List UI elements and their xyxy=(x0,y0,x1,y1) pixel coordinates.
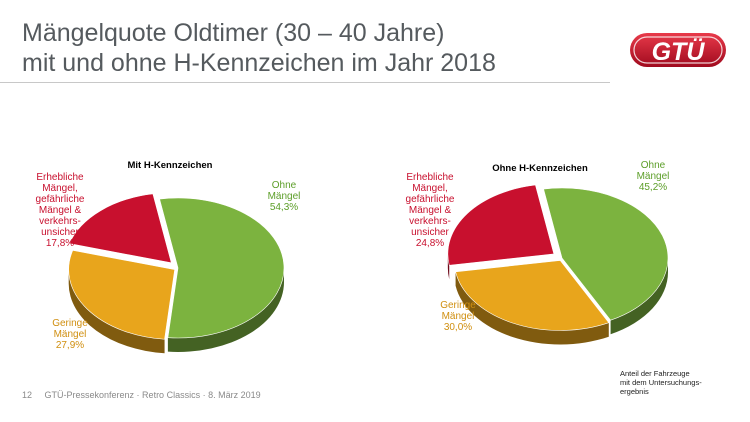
pie-tops xyxy=(447,184,669,331)
pie-slice-geringe xyxy=(68,250,176,340)
pie-slice-ohne xyxy=(159,197,285,339)
slice-label-geringe: Geringe Mängel 27,9% xyxy=(52,318,88,351)
note-line-3: ergebnis xyxy=(620,387,649,396)
slice-label-erheblich: Erhebliche Mängel, gefährliche Mängel & verk… xyxy=(36,172,85,249)
slice-label-geringe: Geringe Mängel 30,0% xyxy=(440,300,476,333)
slice-label-line: Mängel & xyxy=(39,205,82,216)
pie-side-geringe xyxy=(455,271,609,345)
slice-label-line: verkehrs- xyxy=(409,216,451,227)
pie-slice-erheblich xyxy=(68,193,172,264)
slice-label-line: 30,0% xyxy=(444,322,472,333)
slice-label-line: 45,2% xyxy=(639,182,667,193)
pie-tops xyxy=(68,193,285,340)
slice-label-line: 27,9% xyxy=(56,340,84,351)
slice-label-line: Mängel & xyxy=(409,205,452,216)
pie-side-ohne xyxy=(610,258,668,335)
page-number: 12 xyxy=(22,390,33,400)
slice-label-line: Ohne xyxy=(641,160,666,171)
chart-title: Ohne H-Kennzeichen xyxy=(492,163,588,174)
slice-label-line: Geringe xyxy=(52,318,88,329)
pie-chart-2: Ohne H-Kennzeichen Ohne Mängel 45,2%Geringe… xyxy=(406,160,670,345)
slice-label-line: Erhebliche xyxy=(36,172,84,183)
note-line-1: Anteil der Fahrzeuge xyxy=(620,369,690,378)
logo-text: GTÜ xyxy=(652,37,706,66)
pie-slice-erheblich xyxy=(447,184,555,266)
chart-title: Mit H-Kennzeichen xyxy=(128,160,213,171)
slice-label-ohne: Ohne Mängel 54,3% xyxy=(268,180,301,213)
slice-label-line: verkehrs- xyxy=(39,216,81,227)
slice-label-line: Mängel, xyxy=(42,183,78,194)
slice-label-line: Mängel xyxy=(268,191,301,202)
slice-label-ohne: Ohne Mängel 45,2% xyxy=(637,160,670,193)
slice-label-erheblich: Erhebliche Mängel, gefährliche Mängel & verk… xyxy=(406,172,455,249)
page-title-line-1: Mängelquote Oldtimer (30 – 40 Jahre) xyxy=(22,19,445,47)
slice-label-line: gefährliche xyxy=(36,194,85,205)
pie-depth xyxy=(68,268,284,354)
slice-label-line: Mängel xyxy=(54,329,87,340)
footer-event: GTÜ-Pressekonferenz · Retro Classics · 8… xyxy=(44,390,261,400)
pie-slice-ohne xyxy=(543,187,669,321)
slice-label-line: 54,3% xyxy=(270,202,298,213)
pie-side-ohne xyxy=(167,268,284,352)
slice-label-line: Mängel, xyxy=(412,183,448,194)
note-line-2: mit dem Untersuchungs- xyxy=(620,378,702,387)
title-divider xyxy=(0,82,610,83)
pie-side-geringe xyxy=(68,269,165,354)
footer: 12 GTÜ-Pressekonferenz · Retro Classics … xyxy=(22,390,271,400)
slice-label-line: unsicher xyxy=(411,227,449,238)
title-block: Mängelquote Oldtimer (30 – 40 Jahre) mit… xyxy=(22,18,496,78)
slice-label-line: Erhebliche xyxy=(406,172,454,183)
gtue-logo: GTÜ xyxy=(630,33,726,67)
slice-label-line: 24,8% xyxy=(416,238,444,249)
slice-label-line: unsicher xyxy=(41,227,79,238)
pie-slice-geringe xyxy=(455,260,610,331)
logo-badge-ring xyxy=(633,36,723,64)
slice-label-line: Mängel xyxy=(637,171,670,182)
slice-label-line: Ohne xyxy=(272,180,297,191)
slice-label-line: Geringe xyxy=(440,300,476,311)
legend-note: Anteil der Fahrzeuge mit dem Untersuchun… xyxy=(620,369,735,396)
slice-label-line: Mängel xyxy=(442,311,475,322)
slice-label-line: gefährliche xyxy=(406,194,455,205)
logo-badge xyxy=(630,33,726,67)
slice-label-line: 17,8% xyxy=(46,238,74,249)
page-title-line-2: mit und ohne H-Kennzeichen im Jahr 2018 xyxy=(22,49,496,77)
